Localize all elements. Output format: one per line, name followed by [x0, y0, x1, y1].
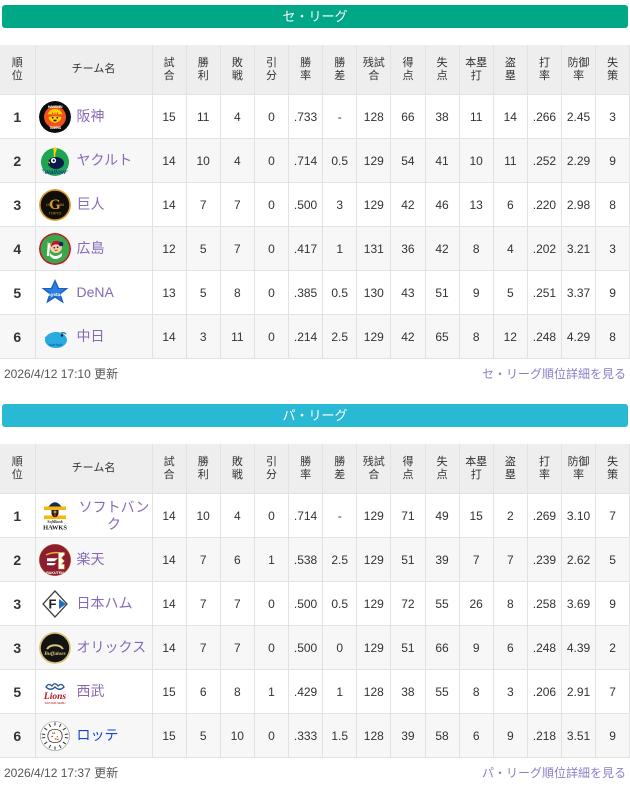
svg-text:SoftBank: SoftBank — [47, 519, 63, 524]
svg-text:Buffaloes: Buffaloes — [43, 651, 65, 657]
svg-text:HANSHIN: HANSHIN — [47, 104, 62, 108]
svg-text:Swallows: Swallows — [40, 169, 70, 176]
svg-text:baystars: baystars — [45, 292, 65, 298]
svg-text:19: 19 — [45, 202, 50, 207]
svg-text:SAITAMA SEIBU: SAITAMA SEIBU — [44, 700, 65, 704]
svg-text:RAKUTEN: RAKUTEN — [46, 571, 64, 575]
svg-text:HAWKS: HAWKS — [43, 524, 67, 531]
svg-text:F: F — [48, 596, 56, 611]
svg-text:TOKYO: TOKYO — [48, 211, 61, 215]
svg-text:TIGERS: TIGERS — [49, 126, 61, 130]
svg-text:34: 34 — [59, 202, 64, 207]
